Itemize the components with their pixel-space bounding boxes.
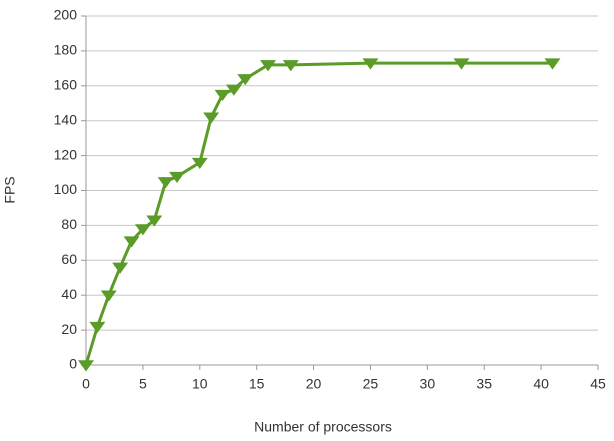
y-axis-label: FPS: [2, 176, 18, 203]
x-tick-label: 30: [420, 376, 436, 392]
y-tick-label: 80: [61, 216, 77, 232]
marker: [214, 89, 231, 101]
y-tick-label: 100: [54, 181, 78, 197]
marker: [100, 290, 117, 302]
y-tick-label: 200: [54, 7, 78, 23]
marker: [157, 177, 174, 189]
marker: [146, 215, 163, 227]
marker: [78, 360, 94, 372]
x-tick-label: 25: [363, 376, 379, 392]
x-tick-label: 5: [139, 376, 147, 392]
marker: [237, 74, 254, 86]
x-tick-label: 35: [476, 376, 492, 392]
y-tick-label: 20: [61, 321, 77, 337]
x-tick-label: 10: [192, 376, 208, 392]
marker: [89, 321, 106, 334]
marker: [453, 58, 470, 70]
x-tick-label: 0: [82, 376, 90, 392]
y-tick-label: 0: [69, 356, 77, 372]
x-tick-label: 45: [590, 376, 606, 392]
y-tick-label: 120: [54, 146, 78, 162]
x-tick-label: 40: [533, 376, 549, 392]
marker: [225, 84, 242, 96]
marker: [260, 60, 277, 72]
marker: [282, 60, 299, 72]
y-tick-label: 180: [54, 42, 78, 58]
series-line: [84, 61, 553, 366]
marker: [203, 112, 220, 124]
marker: [191, 157, 208, 170]
y-tick-label: 40: [61, 286, 77, 302]
marker: [362, 58, 379, 70]
x-tick-label: 20: [306, 376, 322, 392]
y-tick-label: 60: [61, 251, 77, 267]
y-tick-label: 140: [54, 111, 78, 127]
marker: [134, 224, 151, 236]
y-tick-label: 160: [54, 77, 78, 93]
marker: [169, 171, 185, 184]
x-axis-label: Number of processors: [254, 419, 392, 435]
marker: [544, 58, 561, 70]
marker: [112, 262, 129, 274]
x-tick-label: 15: [249, 376, 265, 392]
marker: [123, 236, 140, 248]
